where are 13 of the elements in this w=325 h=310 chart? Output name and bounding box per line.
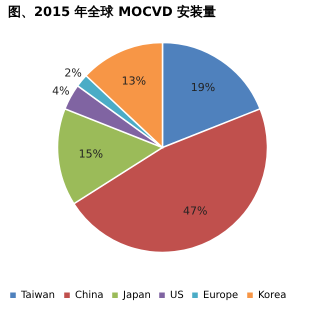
legend-label: China bbox=[75, 290, 104, 302]
data-label: 2% bbox=[64, 66, 82, 80]
data-label: 15% bbox=[78, 147, 104, 160]
data-label: 4% bbox=[52, 84, 70, 98]
data-label: 47% bbox=[182, 204, 208, 218]
legend-label: Europe bbox=[203, 290, 238, 302]
data-label: 19% bbox=[190, 80, 216, 94]
chart-title: 图、2015 年全球 MOCVD 安装量 bbox=[8, 4, 216, 20]
legend-label: Japan bbox=[122, 290, 151, 302]
legend-label: Korea bbox=[258, 290, 286, 302]
data-label: 13% bbox=[122, 74, 146, 88]
legend-label: US bbox=[170, 290, 184, 302]
legend-label: Taiwan bbox=[20, 290, 56, 302]
